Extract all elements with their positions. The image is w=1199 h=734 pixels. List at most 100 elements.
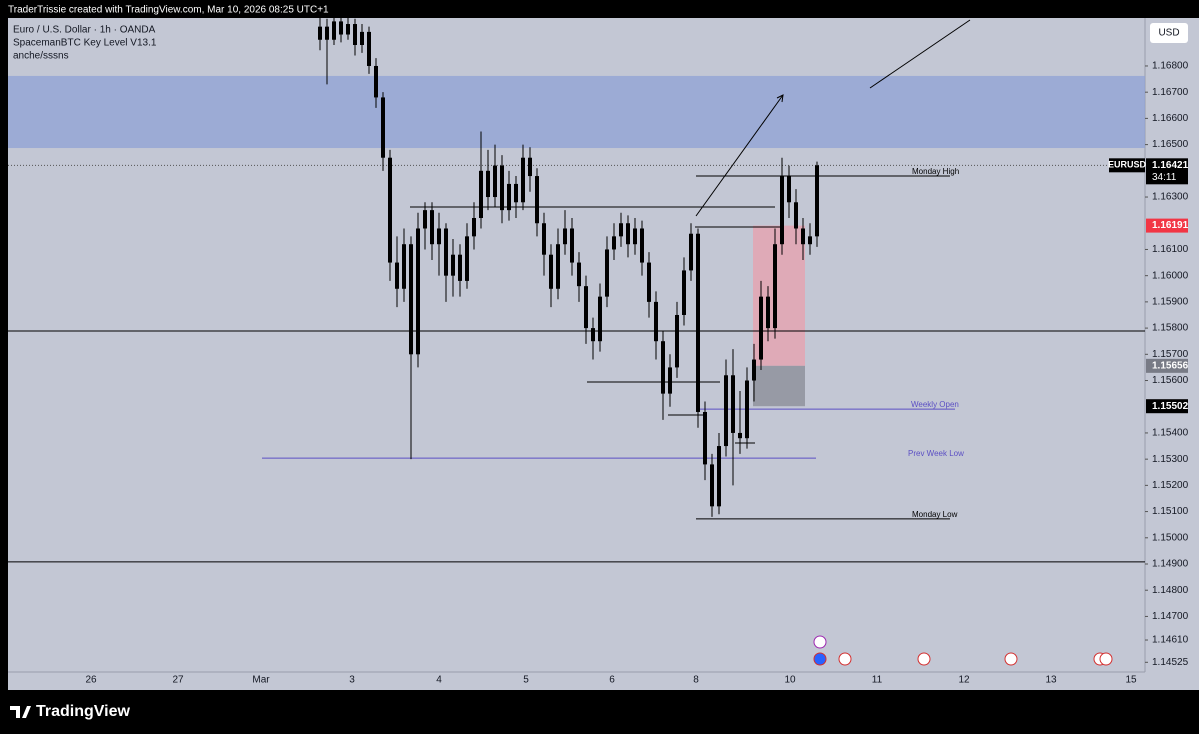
candle-body	[458, 254, 462, 281]
candle-body	[668, 367, 672, 394]
candle-body	[507, 183, 511, 211]
candle-body	[584, 286, 588, 329]
candle-body	[423, 210, 427, 229]
event-icon	[1004, 652, 1018, 666]
event-icon	[1099, 652, 1113, 666]
candle-body	[661, 341, 665, 394]
event-icon	[838, 652, 852, 666]
candle-body	[619, 223, 623, 237]
arrow	[695, 94, 784, 217]
entry-price-badge	[1146, 358, 1188, 373]
candle-body	[528, 157, 532, 177]
candle-body	[374, 65, 378, 98]
candle-body	[437, 228, 441, 245]
y-tick-label: 1.15000	[1152, 532, 1189, 543]
y-tick-label: 1.14700	[1152, 611, 1189, 622]
candle-body	[360, 31, 364, 45]
candle-body	[752, 359, 756, 381]
candle-body	[346, 24, 350, 35]
x-tick-label: 15	[1125, 675, 1137, 686]
candle-body	[388, 157, 392, 263]
indicator: SpacemanBTC Key Level V13.1	[13, 38, 157, 49]
footer-bar	[0, 690, 1199, 734]
candle-body	[738, 432, 742, 439]
candles	[318, 13, 819, 517]
y-tick-label: 1.14900	[1152, 559, 1189, 570]
candle-body	[612, 236, 616, 250]
candle-body	[451, 254, 455, 276]
symbol: EURUSD	[1108, 160, 1147, 170]
y-tick-label: 1.15800	[1152, 323, 1189, 334]
event-icon	[813, 635, 827, 649]
candle-body	[591, 328, 595, 342]
key-level-label: Monday High	[912, 167, 959, 176]
y-tick-label: 1.14800	[1152, 585, 1189, 596]
candle-body	[535, 176, 539, 224]
candle-body	[654, 301, 658, 342]
y-tick-label: 1.16300	[1152, 192, 1189, 203]
candle-body	[381, 97, 385, 158]
candle-body	[633, 228, 637, 245]
x-tick-label: 8	[693, 675, 699, 686]
candle-body	[353, 24, 357, 45]
stop-box	[753, 365, 805, 407]
title: Euro / U.S. Dollar · 1h · OANDA	[13, 25, 156, 36]
candle-body	[367, 31, 371, 66]
x-tick-label: 3	[349, 675, 355, 686]
header-bar	[0, 0, 1199, 18]
x-tick-label: 12	[958, 675, 970, 686]
x-tick-label: 13	[1045, 675, 1057, 686]
x-tick-label: 4	[436, 675, 442, 686]
x-tick-label: 26	[85, 675, 97, 686]
indicator: anche/sssns	[13, 51, 69, 62]
candle-body	[689, 233, 693, 271]
key-level-label: Prev Week Low	[908, 449, 964, 458]
symbol-badge	[1109, 158, 1145, 173]
candle-body	[626, 223, 630, 245]
credit: TraderTrissie created with TradingView.c…	[8, 5, 329, 16]
y-tick-label: 1.15900	[1152, 297, 1189, 308]
candle-body	[570, 228, 574, 263]
candle-body	[402, 244, 406, 289]
candle-body	[801, 228, 805, 245]
candle-body	[472, 218, 476, 237]
candle-body	[486, 170, 490, 198]
arrow-head	[776, 94, 784, 103]
y-tick-label: 1.16700	[1152, 87, 1189, 98]
y-tick-label: 1.15600	[1152, 375, 1189, 386]
currency-button[interactable]	[1150, 23, 1188, 43]
candle-body	[598, 296, 602, 342]
candle-body	[332, 21, 336, 40]
candle-body	[815, 165, 819, 237]
candle-body	[542, 223, 546, 255]
candle-body	[787, 176, 791, 203]
candle-body	[808, 236, 812, 245]
candle-body	[521, 157, 525, 203]
candle-body	[731, 375, 735, 433]
x-tick-label: Mar	[252, 675, 270, 686]
candle-body	[647, 262, 651, 302]
y-tick-label: 1.14610	[1152, 635, 1189, 646]
candle-body	[395, 262, 399, 289]
candle-body	[514, 183, 518, 203]
candle-body	[339, 21, 343, 35]
candle-body	[766, 296, 770, 329]
candle-body	[549, 254, 553, 289]
currency-label[interactable]: USD	[1158, 28, 1179, 39]
y-tick-label: 1.15400	[1152, 428, 1189, 439]
key-level-label: Weekly Open	[911, 400, 959, 409]
event-icons	[813, 635, 1113, 666]
candle-body	[500, 165, 504, 211]
y-tick-label: 1.14525	[1152, 657, 1189, 668]
y-tick-label: 1.16000	[1152, 270, 1189, 281]
y-tick-label: 1.15100	[1152, 506, 1189, 517]
candle-body	[717, 446, 721, 507]
candle-body	[409, 244, 413, 355]
y-tick-label: 1.16600	[1152, 113, 1189, 124]
candle-body	[556, 244, 560, 289]
entry-price: 1.15656	[1152, 360, 1189, 371]
candle-body	[682, 270, 686, 315]
event-icon	[917, 652, 931, 666]
candle-body	[703, 411, 707, 465]
